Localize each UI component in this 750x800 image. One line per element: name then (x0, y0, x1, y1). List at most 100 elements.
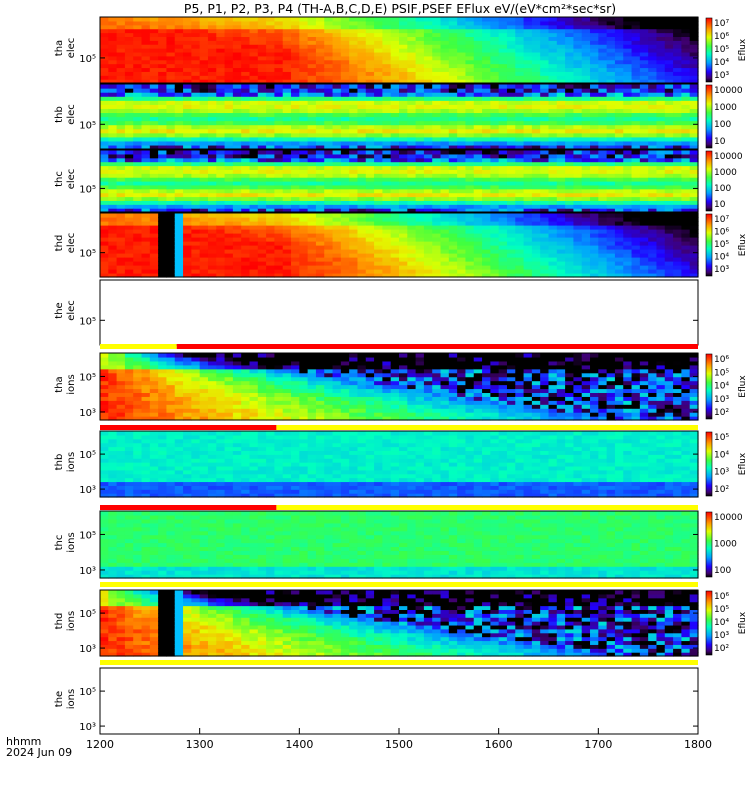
heatmap-cell (191, 229, 201, 234)
heatmap-cell (664, 36, 674, 41)
heatmap-cell (498, 181, 508, 186)
heatmap-cell (473, 132, 483, 138)
heatmap-cell (224, 100, 234, 105)
heatmap-cell (108, 208, 118, 213)
heatmap-cell (149, 364, 159, 370)
heatmap-cell (440, 261, 450, 266)
heatmap-cell (266, 48, 276, 53)
heatmap-cell (490, 184, 500, 190)
heatmap-cell (490, 28, 500, 34)
heatmap-cell (482, 233, 491, 238)
heatmap-cell (689, 249, 699, 254)
heatmap-cell (365, 112, 375, 118)
heatmap-cell (116, 376, 126, 382)
heatmap-cell (374, 124, 383, 130)
heatmap-cell (540, 84, 550, 89)
heatmap-cell (282, 245, 292, 250)
heatmap-cell (457, 269, 467, 274)
heatmap-cell (232, 24, 242, 30)
heatmap-cell (606, 153, 616, 159)
heatmap-cell (216, 112, 226, 118)
heatmap-cell (141, 368, 151, 374)
heatmap-cell (440, 71, 450, 76)
heatmap-cell (623, 181, 633, 186)
heatmap-cell (166, 184, 176, 190)
heatmap-cell (191, 28, 201, 34)
heatmap-cell (191, 104, 201, 109)
heatmap-cell (531, 55, 541, 61)
heatmap-cell (399, 48, 408, 53)
heatmap-cell (266, 136, 276, 142)
heatmap-cell (681, 20, 691, 26)
heatmap-cell (224, 184, 234, 190)
heatmap-cell (124, 17, 134, 22)
heatmap-cell (515, 124, 525, 130)
heatmap-cell (490, 173, 500, 178)
heatmap-cell (340, 173, 350, 178)
heatmap-cell (473, 28, 483, 34)
heatmap-cell (382, 51, 392, 57)
panel-species-label: elec (66, 300, 77, 321)
heatmap-cell (573, 241, 583, 246)
heatmap-cell (515, 225, 525, 230)
heatmap-cell (266, 59, 276, 65)
heatmap-cell (108, 36, 118, 41)
heatmap-cell (299, 265, 309, 270)
heatmap-cell (357, 124, 367, 130)
heatmap-cell (540, 112, 550, 118)
heatmap-cell (673, 100, 682, 105)
heatmap-cell (191, 59, 201, 65)
heatmap-cell (216, 245, 226, 250)
heatmap-cell (174, 356, 184, 362)
heatmap-cell (315, 140, 325, 146)
heatmap-cell (224, 71, 234, 76)
heatmap-cell (556, 55, 566, 61)
heatmap-cell (340, 221, 350, 226)
heatmap-cell (216, 184, 226, 190)
heatmap-cell (158, 17, 168, 22)
heatmap-cell (581, 208, 591, 213)
heatmap-cell (540, 40, 550, 45)
heatmap-cell (166, 353, 176, 358)
heatmap-cell (315, 169, 325, 174)
heatmap-cell (340, 192, 350, 198)
heatmap-cell (374, 192, 383, 198)
heatmap-cell (590, 44, 599, 49)
heatmap-cell (490, 192, 500, 198)
heatmap-cell (490, 140, 500, 146)
heatmap-cell (315, 265, 325, 270)
heatmap-cell (216, 261, 226, 266)
heatmap-cell (515, 36, 525, 41)
heatmap-cell (207, 144, 217, 150)
heatmap-cell (432, 181, 442, 186)
heatmap-cell (191, 161, 201, 167)
heatmap-cell (116, 128, 126, 134)
heatmap-cell (340, 204, 350, 209)
heatmap-cell (133, 59, 143, 65)
heatmap-cell (639, 112, 649, 118)
heatmap-cell (490, 132, 500, 138)
heatmap-cell (407, 20, 417, 26)
heatmap-cell (656, 177, 666, 182)
heatmap-cell (639, 32, 649, 38)
heatmap-cell (606, 188, 616, 194)
heatmap-cell (590, 192, 599, 198)
heatmap-cell (523, 71, 533, 76)
heatmap-cell (523, 208, 533, 213)
heatmap-cell (241, 67, 251, 72)
heatmap-cell (241, 75, 251, 80)
panel-probe-label: the (54, 302, 65, 318)
heatmap-cell (232, 177, 242, 182)
heatmap-cell (183, 388, 192, 394)
heatmap-cell (282, 140, 292, 146)
heatmap-cell (166, 153, 176, 159)
heatmap-cell (166, 150, 176, 155)
heatmap-cell (158, 71, 168, 76)
heatmap-cell (581, 124, 591, 130)
heatmap-cell (540, 269, 550, 274)
heatmap-cell (315, 88, 325, 93)
heatmap-cell (614, 116, 624, 122)
heatmap-cell (332, 161, 342, 167)
heatmap-cell (598, 100, 608, 105)
heatmap-cell (506, 217, 516, 222)
